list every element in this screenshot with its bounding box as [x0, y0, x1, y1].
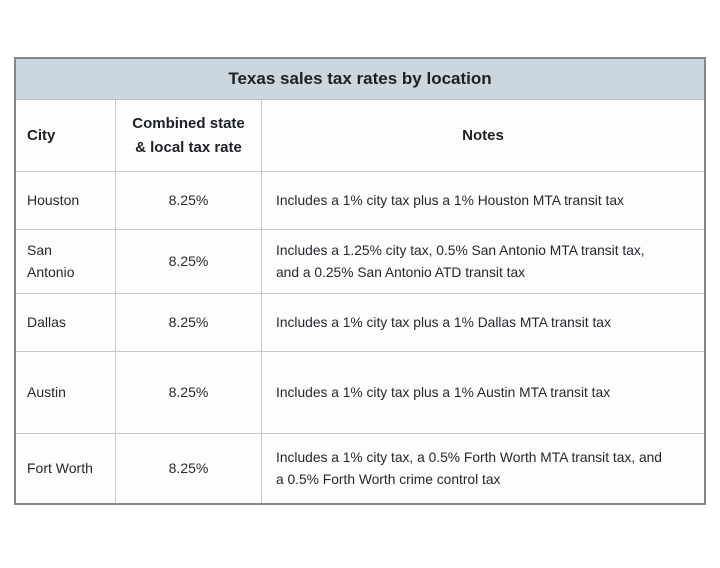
table-row-fort-worth: Fort Worth 8.25% Includes a 1% city tax,… — [16, 434, 704, 503]
column-header-city: City — [16, 100, 116, 171]
notes-cell: Includes a 1% city tax plus a 1% Houston… — [276, 192, 624, 208]
rate-cell: 8.25% — [116, 172, 262, 229]
rate-cell: 8.25% — [116, 352, 262, 433]
table-row-austin: Austin 8.25% Includes a 1% city tax plus… — [16, 352, 704, 434]
table-row-houston: Houston 8.25% Includes a 1% city tax plu… — [16, 172, 704, 230]
city-cell: Austin — [16, 352, 116, 433]
table-row-dallas: Dallas 8.25% Includes a 1% city tax plus… — [16, 294, 704, 352]
notes-cell: Includes a 1.25% city tax, 0.5% San Anto… — [276, 243, 645, 280]
notes-cell: Includes a 1% city tax, a 0.5% Forth Wor… — [276, 450, 662, 487]
city-cell: San Antonio — [16, 230, 116, 293]
rate-cell: 8.25% — [116, 230, 262, 293]
column-header-notes: Notes — [462, 126, 504, 144]
tax-rates-table: Texas sales tax rates by location City C… — [14, 57, 706, 505]
city-cell: Dallas — [16, 294, 116, 351]
rate-cell: 8.25% — [116, 434, 262, 503]
table-row-san-antonio: San Antonio 8.25% Includes a 1.25% city … — [16, 230, 704, 294]
table-title: Texas sales tax rates by location — [16, 59, 704, 100]
column-header-rate: Combined state & local tax rate — [116, 100, 262, 171]
notes-cell: Includes a 1% city tax plus a 1% Dallas … — [276, 314, 611, 330]
notes-cell: Includes a 1% city tax plus a 1% Austin … — [276, 384, 611, 400]
city-cell: Houston — [16, 172, 116, 229]
rate-cell: 8.25% — [116, 294, 262, 351]
city-cell: Fort Worth — [16, 434, 116, 503]
header-row: City Combined state & local tax rate Not… — [16, 100, 704, 172]
